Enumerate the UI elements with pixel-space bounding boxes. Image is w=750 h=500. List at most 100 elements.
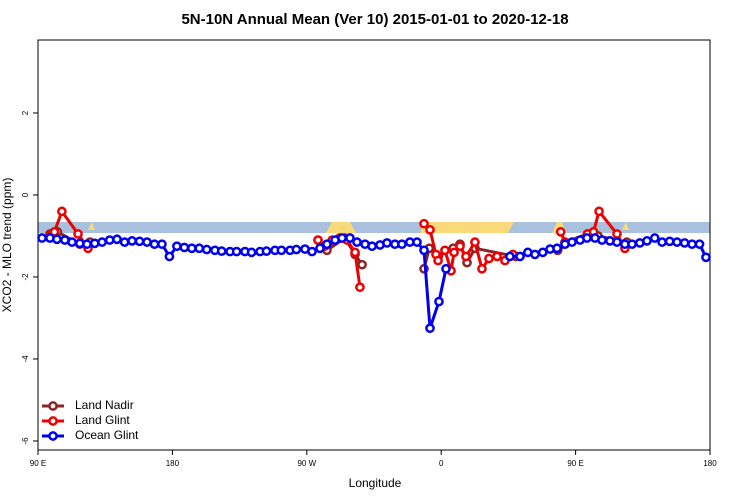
point (127, 236, 137, 246)
point (434, 296, 444, 307)
point (484, 253, 494, 264)
legend-label: Ocean Glint (75, 428, 139, 442)
point (322, 239, 332, 250)
y-tick-label: -4 (21, 355, 30, 363)
point (337, 233, 347, 243)
point (382, 238, 392, 248)
point (701, 252, 711, 263)
x-tick-label: 90 E (30, 459, 46, 468)
point (350, 247, 360, 258)
map-strip (38, 222, 710, 233)
point (261, 246, 272, 256)
point (355, 282, 365, 293)
point (149, 239, 160, 250)
point (470, 237, 480, 247)
point (67, 237, 77, 247)
point (52, 234, 62, 245)
point (216, 246, 227, 256)
point (412, 237, 422, 247)
point (552, 243, 562, 254)
point (642, 236, 652, 246)
point (694, 239, 705, 250)
point (627, 239, 637, 250)
point (352, 237, 362, 247)
series-line (42, 236, 708, 329)
plot-frame (37, 39, 711, 451)
legend-label: Land Glint (75, 413, 130, 427)
point (307, 246, 317, 257)
x-tick-label: 90 E (567, 459, 583, 468)
point (419, 218, 429, 229)
point (291, 244, 302, 255)
point (455, 241, 465, 252)
point (179, 242, 190, 253)
point (664, 236, 675, 247)
chart-title: 5N-10N Annual Mean (Ver 10) 2015-01-01 t… (181, 11, 568, 28)
point (82, 239, 92, 250)
point (555, 227, 566, 237)
point (246, 247, 257, 258)
y-tick-label: -6 (21, 437, 30, 445)
point (201, 244, 212, 255)
point (687, 239, 697, 250)
point (345, 233, 355, 243)
point (172, 241, 182, 252)
point (119, 237, 130, 247)
legend-marker (48, 431, 58, 441)
point (657, 237, 667, 247)
point (57, 206, 67, 217)
point (73, 229, 83, 239)
x-tick-label: 180 (166, 459, 180, 468)
point (164, 251, 175, 262)
point (505, 251, 515, 262)
point (37, 233, 47, 243)
point (315, 243, 325, 254)
legend-marker (48, 401, 58, 411)
point (594, 206, 604, 217)
point (419, 245, 429, 256)
point (440, 245, 450, 256)
x-tick-label: 180 (703, 459, 717, 468)
x-tick-label: 90 W (297, 459, 316, 468)
point (649, 233, 660, 243)
point (672, 237, 682, 247)
point (477, 263, 487, 274)
point (612, 229, 622, 239)
point (530, 249, 540, 260)
point (157, 239, 167, 250)
x-tick-label: 0 (439, 459, 444, 468)
y-axis-label: XCO2 - MLO trend (ppm) (0, 178, 14, 313)
point (194, 243, 205, 254)
x-axis-label: Longitude (349, 476, 402, 490)
point (433, 255, 443, 266)
point (679, 238, 690, 248)
point (425, 224, 435, 235)
point (597, 235, 607, 245)
point (441, 263, 451, 274)
point (612, 237, 622, 247)
point (461, 251, 471, 262)
point (97, 237, 107, 247)
point (112, 234, 122, 245)
point (397, 239, 407, 250)
legend-label: Land Nadir (75, 398, 134, 412)
point (276, 245, 287, 256)
y-tick-label: -2 (21, 273, 30, 281)
point (582, 233, 592, 243)
point (104, 235, 115, 245)
point (515, 251, 525, 262)
point (449, 247, 459, 258)
y-tick-label: 2 (21, 110, 30, 115)
y-tick-label: 0 (21, 192, 30, 197)
point (492, 251, 502, 262)
legend-marker (48, 416, 58, 426)
point (567, 237, 577, 247)
point (367, 241, 377, 252)
point (134, 236, 145, 247)
point (186, 243, 197, 254)
point (357, 259, 367, 270)
point (425, 323, 435, 334)
point (142, 237, 152, 247)
point (89, 238, 100, 249)
